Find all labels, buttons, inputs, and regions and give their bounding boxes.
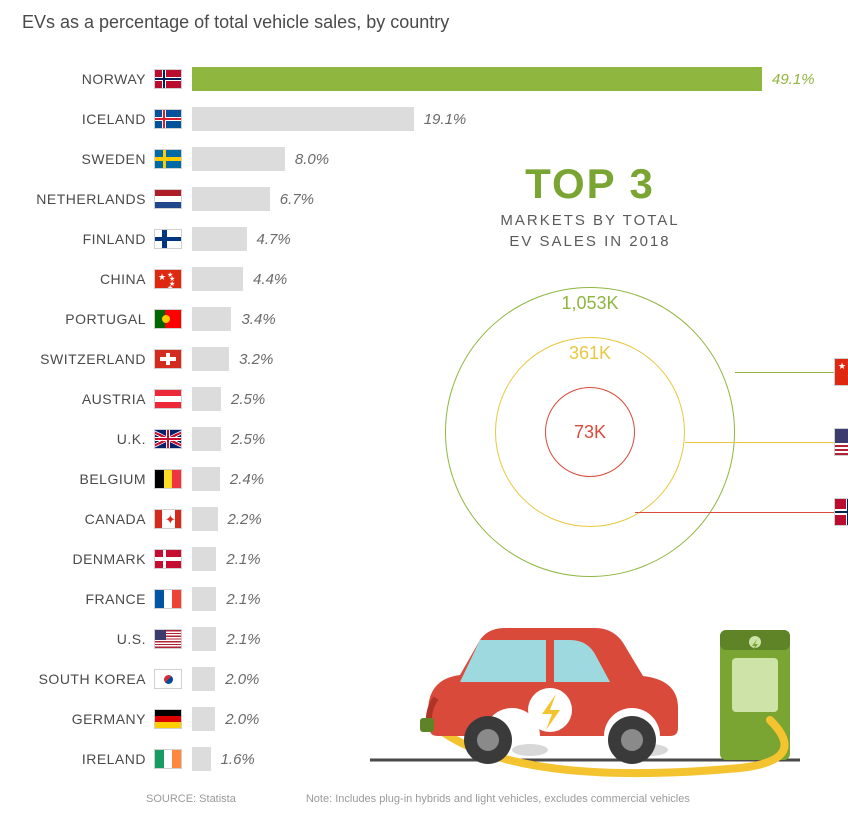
top3-subtitle: MARKETS BY TOTAL EV SALES IN 2018 [360,210,820,252]
country-label: SWEDEN [22,151,154,167]
bar [192,547,216,571]
country-label: BELGIUM [22,471,154,487]
country-label: U.K. [22,431,154,447]
bar [192,707,215,731]
pct-label: 49.1% [772,71,815,88]
bar [192,107,414,131]
flag-icon [154,709,182,729]
pct-label: 2.0% [225,711,259,728]
flag-icon: ✦ [154,509,182,529]
pct-label: 4.7% [257,231,291,248]
bar-wrap: 49.1% [192,67,826,91]
flag-icon [154,429,182,449]
pct-label: 4.4% [253,271,287,288]
bar [192,627,216,651]
bar [192,387,221,411]
top3-ring-label: 361K [440,343,740,364]
country-label: SWITZERLAND [22,351,154,367]
country-label: CANADA [22,511,154,527]
flag-icon [154,629,182,649]
flag-icon [154,669,182,689]
pct-label: 3.4% [241,311,275,328]
top3-ring-label: 73K [440,422,740,443]
flag-icon [154,469,182,489]
bar [192,267,243,291]
bar [192,187,270,211]
bar [192,307,231,331]
top3-flag-icon: ★ ★ ★ ★ ★ [834,358,848,386]
flag-icon [154,109,182,129]
pct-label: 2.1% [226,631,260,648]
country-label: FRANCE [22,591,154,607]
country-label: FINLAND [22,231,154,247]
bar-row: ICELAND 19.1% [22,99,826,139]
pct-label: 2.4% [230,471,264,488]
bar [192,747,211,771]
flag-icon [154,349,182,369]
source-label: SOURCE: Statista [146,793,236,805]
pct-label: 2.1% [226,591,260,608]
bar [192,467,220,491]
bar-row: NORWAY 49.1% [22,59,826,99]
top3-sub-line1: MARKETS BY TOTAL [500,212,679,229]
pct-label: 2.5% [231,431,265,448]
country-label: AUSTRIA [22,391,154,407]
pct-label: 2.5% [231,391,265,408]
country-label: GERMANY [22,711,154,727]
top3-sub-line2: EV SALES IN 2018 [509,233,670,250]
pct-label: 2.0% [225,671,259,688]
flag-icon [154,229,182,249]
bar [192,507,218,531]
top3-title: TOP 3 [360,160,820,208]
flag-icon [154,589,182,609]
bar-wrap: 19.1% [192,107,826,131]
flag-icon [154,69,182,89]
country-label: SOUTH KOREA [22,671,154,687]
pct-label: 2.1% [226,551,260,568]
pct-label: 19.1% [424,111,467,128]
chart-title: EVs as a percentage of total vehicle sal… [22,12,826,33]
country-label: U.S. [22,631,154,647]
country-label: CHINA [22,271,154,287]
flag-icon [154,189,182,209]
country-label: ICELAND [22,111,154,127]
top3-ring-label: 1,053K [440,293,740,314]
country-label: NETHERLANDS [22,191,154,207]
flag-icon [154,749,182,769]
pct-label: 2.2% [228,511,262,528]
flag-icon: ★ ★ ★ ★ ★ [154,269,182,289]
bar [192,587,216,611]
ev-illustration [360,570,810,780]
pct-label: 1.6% [221,751,255,768]
footnote: Note: Includes plug-in hybrids and light… [306,793,690,805]
country-label: NORWAY [22,71,154,87]
flag-icon [154,309,182,329]
top3-panel: TOP 3 MARKETS BY TOTAL EV SALES IN 2018 … [360,160,820,582]
bar [192,347,229,371]
pct-label: 8.0% [295,151,329,168]
bar [192,147,285,171]
flag-icon [154,389,182,409]
flag-icon [154,149,182,169]
top3-flag-icon [834,498,848,526]
pct-label: 3.2% [239,351,273,368]
pct-label: 6.7% [280,191,314,208]
leader-line [635,512,834,513]
country-label: PORTUGAL [22,311,154,327]
bar [192,667,215,691]
bar [192,67,762,91]
leader-line [735,372,834,373]
flag-icon [154,549,182,569]
country-label: IRELAND [22,751,154,767]
top3-rings: 1,053K ★ ★ ★ ★ ★361K 73K [440,282,740,582]
bar [192,227,247,251]
country-label: DENMARK [22,551,154,567]
top3-flag-icon [834,428,848,456]
bar [192,427,221,451]
